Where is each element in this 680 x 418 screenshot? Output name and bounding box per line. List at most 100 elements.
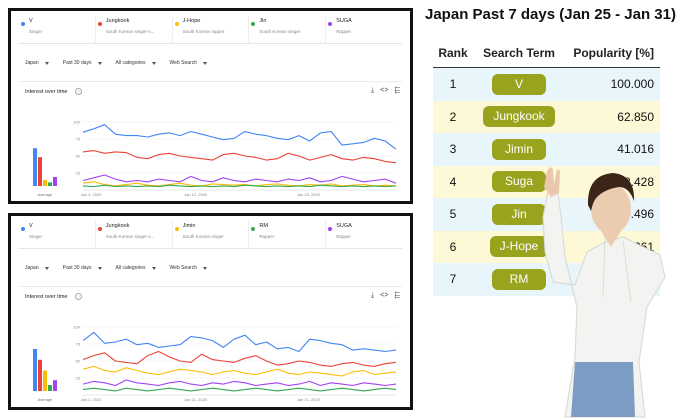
rank-cell: 2 [449, 109, 457, 124]
average-bar [48, 182, 52, 186]
term-v[interactable]: V Singer [19, 15, 96, 43]
filters-row: Japan Past 30 days All categories Web Se… [25, 57, 221, 69]
y-tick-label: 25 [76, 376, 81, 381]
table-row: 1 V 100.000 [433, 68, 660, 101]
x-tick-label: Jan 12, 2020 [184, 192, 208, 197]
series-line-suga [82, 174, 397, 184]
term-jin[interactable]: Jin South Korean singer [249, 15, 327, 43]
embed-icon[interactable]: <> [380, 87, 389, 94]
series-line-jin [82, 184, 397, 188]
popularity-cell: 41.016 [617, 142, 654, 157]
table-header: Rank Search Term Popularity [%] [433, 38, 660, 68]
y-tick-label: 50 [76, 154, 81, 159]
term-jungkook[interactable]: Jungkook South Korean singer-s... [96, 15, 173, 43]
series-line-j-hope [82, 181, 397, 187]
term-name: Jungkook [105, 223, 130, 229]
term-subtitle: Rapper [259, 234, 275, 239]
chart-tools: ⤓ <> ⬱ [371, 87, 400, 95]
term-suga[interactable]: SUGA Rapper [326, 15, 402, 43]
term-cell: Jungkook [473, 106, 565, 128]
header-rank: Rank [438, 46, 468, 60]
help-icon[interactable]: ? [75, 88, 82, 95]
search-terms-row: V Singer Jungkook South Korean singer-s...… [19, 15, 402, 44]
y-tick-label: 25 [76, 171, 81, 176]
rank-cell: 6 [449, 239, 457, 254]
term-pill: Jimin [492, 138, 546, 160]
term-subtitle: Rapper [336, 29, 351, 34]
share-icon[interactable]: ⬱ [394, 87, 400, 94]
person-photo [542, 167, 666, 418]
trends-panel-top: V Singer Jungkook South Korean singer-s...… [8, 8, 413, 204]
term-cell: Suga [473, 171, 565, 193]
region-dropdown[interactable]: Japan [25, 262, 49, 274]
term-v[interactable]: V Singer [19, 220, 96, 248]
download-icon[interactable]: ⤓ [371, 292, 375, 299]
series-dot [251, 22, 256, 26]
term-subtitle: South Korean singer [182, 234, 224, 239]
series-line-v [82, 124, 397, 150]
table-row: 3 Jimin 41.016 [433, 133, 660, 166]
term-name: Jungkook [105, 18, 130, 24]
term-name: Jin [259, 18, 267, 24]
interest-over-time-chart: Average 100 75 50 25 Jan 1, 2020 Jan 11, 2020 J… [33, 325, 397, 402]
search-type-dropdown[interactable]: Web Search [170, 262, 208, 274]
term-cell: V [473, 73, 565, 95]
term-name: Jimin [182, 223, 196, 229]
term-subtitle: South Korean singer-s... [105, 29, 155, 34]
series-dot [174, 227, 179, 231]
average-bar [53, 380, 57, 391]
term-cell: Jin [473, 203, 565, 225]
category-dropdown[interactable]: All categories [116, 57, 156, 69]
series-line-suga [82, 379, 397, 387]
time-range-dropdown[interactable]: Past 30 days [63, 262, 102, 274]
share-icon[interactable]: ⬱ [394, 292, 400, 299]
series-dot [328, 227, 333, 231]
term-subtitle: South Korean singer [259, 29, 301, 34]
term-subtitle: Rapper [336, 234, 351, 239]
average-bar [38, 157, 42, 186]
series-dot [174, 22, 179, 26]
series-dot [21, 22, 25, 26]
term-cell: RM [473, 268, 565, 290]
term-subtitle: Singer [29, 29, 43, 34]
average-bar [53, 177, 57, 186]
section-title: Interest over time [25, 294, 68, 300]
x-tick-label: Jan 23, 2020 [297, 192, 321, 197]
average-bar [33, 148, 37, 186]
series-dot [251, 227, 256, 231]
rank-cell: 3 [449, 142, 457, 157]
term-subtitle: South Korean singer-s... [105, 234, 155, 239]
term-rm[interactable]: RM Rapper [249, 220, 327, 248]
help-icon[interactable]: ? [75, 293, 82, 300]
divider [19, 81, 402, 82]
series-line-v [82, 331, 397, 353]
average-bar [33, 349, 37, 391]
popularity-cell: 100.000 [610, 77, 654, 92]
term-pill: Suga [492, 171, 546, 193]
term-cell: J-Hope [473, 236, 565, 258]
term-suga[interactable]: SUGA Rapper [326, 220, 402, 248]
region-dropdown[interactable]: Japan [25, 57, 49, 69]
term-jimin[interactable]: Jimin South Korean singer [173, 220, 250, 248]
trends-panel-bottom: V Singer Jungkook South Korean singer-s...… [8, 213, 413, 410]
series-line-jungkook [82, 350, 397, 367]
x-tick-label: Jan 11, 2020 [184, 397, 208, 402]
category-dropdown[interactable]: All categories [116, 262, 156, 274]
term-jungkook[interactable]: Jungkook South Korean singer-s... [96, 220, 173, 248]
download-icon[interactable]: ⤓ [371, 87, 375, 94]
interest-over-time-chart: Average 100 75 50 25 Jan 3, 2020 Jan 12, 2020 J… [33, 120, 397, 197]
y-tick-label: 75 [76, 342, 81, 347]
y-tick-label: 100 [73, 120, 80, 125]
embed-icon[interactable]: <> [380, 292, 389, 299]
term-jhope[interactable]: J-Hope South Korean rapper [173, 15, 250, 43]
term-name: V [29, 223, 33, 229]
average-bar [48, 385, 52, 391]
section-title: Interest over time [25, 89, 68, 95]
header-search-term: Search Term [483, 46, 555, 60]
x-tick-label: Jan 3, 2020 [81, 192, 103, 197]
term-pill: Jin [492, 203, 546, 225]
series-line-rm [82, 387, 397, 392]
term-pill: V [492, 73, 546, 95]
time-range-dropdown[interactable]: Past 30 days [63, 57, 102, 69]
search-type-dropdown[interactable]: Web Search [170, 57, 208, 69]
